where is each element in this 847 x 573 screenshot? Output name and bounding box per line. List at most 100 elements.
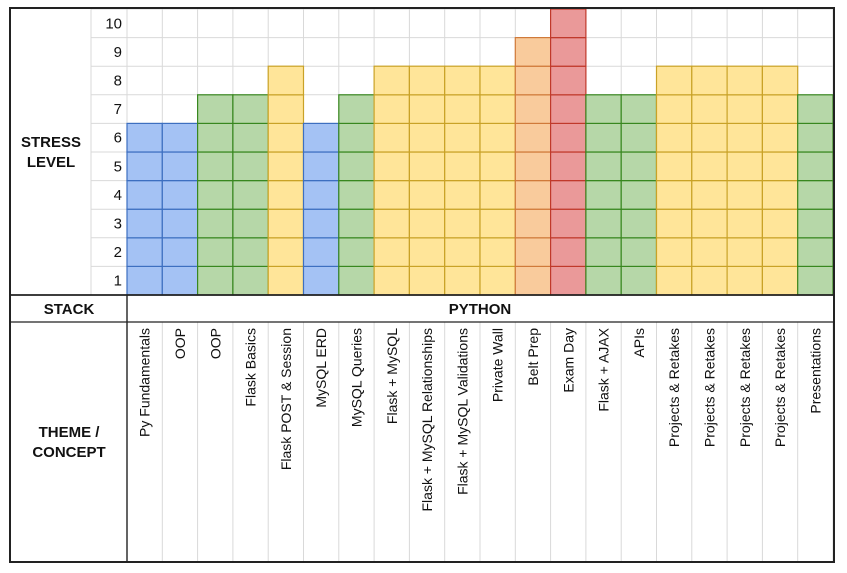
- bar-cell: [444, 151, 481, 182]
- bar-cell: [691, 208, 728, 239]
- category-label: Flask + AJAX: [596, 327, 612, 411]
- bar-cell: [444, 265, 481, 296]
- bar-cell: [761, 208, 799, 239]
- bar-cell: [408, 180, 446, 210]
- bar-cell: [126, 151, 163, 182]
- bar-cell: [549, 265, 587, 296]
- bar-cell: [691, 65, 728, 96]
- stress-axis-label-line2: LEVEL: [26, 154, 76, 171]
- bar-cell: [479, 151, 516, 182]
- y-tick-label: 7: [114, 101, 122, 118]
- bar-cell: [655, 208, 693, 239]
- bar-cell: [408, 237, 446, 268]
- bar-cell: [691, 151, 728, 182]
- bar-cell: [232, 265, 269, 296]
- bar-cell: [585, 237, 622, 268]
- stress-chart: 1 2 3 4 5 6 7 8 9 10 Py Fundamentals OOP OOP Flask Ba…: [11, 9, 833, 561]
- bar-cell: [161, 208, 199, 239]
- category-label: Projects & Retakes: [666, 328, 682, 447]
- bar-cell: [726, 180, 763, 210]
- bar-cell: [444, 94, 481, 125]
- bar-cell: [514, 151, 552, 182]
- bar-cell: [620, 122, 658, 153]
- bar-cell: [373, 65, 411, 96]
- bar-cell: [655, 122, 693, 153]
- bar-cell: [620, 265, 658, 296]
- bar-cell: [267, 122, 305, 153]
- y-tick-label: 6: [114, 130, 122, 147]
- bar-cell: [761, 151, 799, 182]
- bar-cell: [197, 122, 234, 153]
- category-label: MySQL Queries: [348, 328, 364, 427]
- bar-cell: [514, 208, 552, 239]
- bar-cell: [726, 265, 763, 296]
- bar-cell: [232, 94, 269, 125]
- stack-label: STACK: [43, 301, 95, 318]
- bar-cell: [797, 208, 833, 239]
- bar-cell: [338, 122, 375, 153]
- stack-value: PYTHON: [448, 301, 512, 318]
- bar-cell: [479, 265, 516, 296]
- bar-cell: [479, 65, 516, 96]
- bar-cell: [797, 151, 833, 182]
- category-label: OOP: [172, 328, 188, 359]
- y-tick-label: 9: [114, 44, 122, 61]
- bar-cell: [761, 180, 799, 210]
- bar-cell: [479, 208, 516, 239]
- bar-cell: [655, 151, 693, 182]
- bar-cell: [373, 237, 411, 268]
- bar-cell: [197, 265, 234, 296]
- category-label: Py Fundamentals: [137, 328, 153, 437]
- bar-cell: [232, 237, 269, 268]
- stress-axis-label: STRESS LEVEL: [11, 133, 91, 173]
- bar-cell: [585, 122, 622, 153]
- bar-cell: [267, 237, 305, 268]
- bar-cell: [549, 37, 587, 67]
- bar-cell: [302, 265, 340, 296]
- bar-cell: [444, 237, 481, 268]
- bar-cell: [514, 122, 552, 153]
- bar-cell: [197, 208, 234, 239]
- bar-cell: [408, 265, 446, 296]
- bar-cell: [797, 237, 833, 268]
- bar-cell: [549, 208, 587, 239]
- bar-cell: [408, 208, 446, 239]
- bar-cell: [338, 94, 375, 125]
- bar-cell: [797, 122, 833, 153]
- bar-cell: [797, 180, 833, 210]
- bar-cell: [549, 65, 587, 96]
- bar-cell: [620, 94, 658, 125]
- bar-cell: [479, 122, 516, 153]
- bar-cell: [620, 151, 658, 182]
- bar-cell: [620, 180, 658, 210]
- bar-cell: [197, 237, 234, 268]
- bar-cell: [338, 208, 375, 239]
- bar-cell: [691, 180, 728, 210]
- bar-cell: [338, 265, 375, 296]
- bar-cell: [161, 180, 199, 210]
- bar-cell: [267, 208, 305, 239]
- bar-cell: [373, 122, 411, 153]
- bar-cell: [549, 180, 587, 210]
- bar-cell: [126, 265, 163, 296]
- bar-cell: [444, 208, 481, 239]
- bar-cell: [585, 151, 622, 182]
- bar-cell: [267, 265, 305, 296]
- bar-cell: [373, 180, 411, 210]
- bar-cell: [549, 237, 587, 268]
- bar-cell: [479, 94, 516, 125]
- bar-cell: [302, 122, 340, 153]
- y-tick-label: 10: [105, 15, 122, 32]
- bar-cell: [585, 208, 622, 239]
- bar-cell: [655, 94, 693, 125]
- bar-cell: [620, 237, 658, 268]
- bar-cell: [514, 94, 552, 125]
- category-label: APIs: [631, 328, 647, 358]
- y-tick-label: 3: [114, 216, 122, 233]
- bar-cell: [302, 180, 340, 210]
- bar-cell: [691, 265, 728, 296]
- category-label: Flask Basics: [243, 328, 259, 407]
- bar-cell: [761, 65, 799, 96]
- bar-cell: [197, 180, 234, 210]
- bar-cell: [408, 65, 446, 96]
